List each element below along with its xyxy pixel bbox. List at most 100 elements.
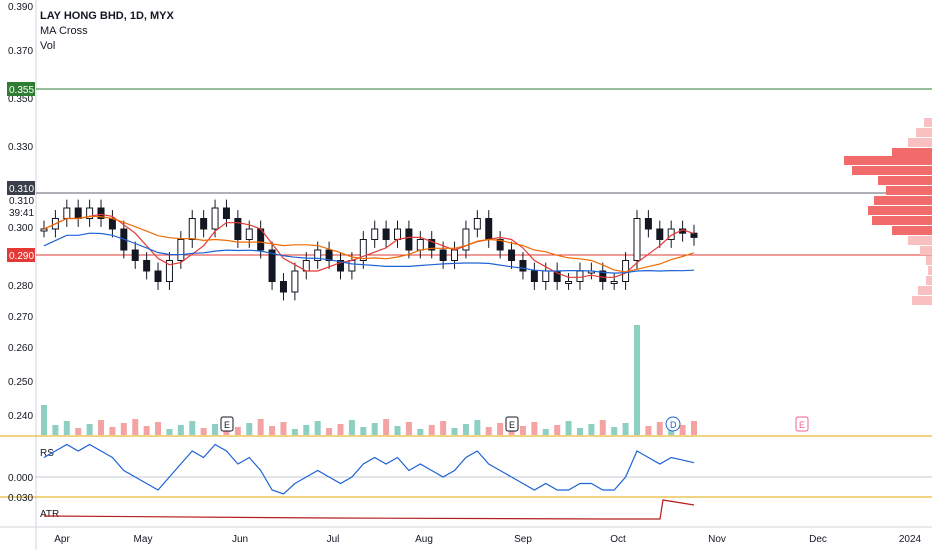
candle-body [154,270,162,282]
volume-bar [599,420,606,435]
volume-bar [633,325,640,435]
volume-bar [519,426,526,435]
event-marker-label: E [509,420,515,430]
time-tick-label: Sep [514,534,532,545]
rs-panel-title: RS [40,448,54,459]
volume-bar [280,422,287,435]
volume-bar [451,428,458,435]
last-price-label-2: 0.310 [9,196,34,207]
candle-body [325,249,333,261]
candle-body [576,270,584,282]
volume-profile-bar [918,286,932,295]
candle-body [394,228,402,240]
volume-bar [360,427,367,435]
indicator-ma-cross[interactable]: MA Cross [40,25,88,37]
price-tick-label: 0.250 [8,377,33,388]
candle-body [245,228,253,240]
volume-bar [52,425,59,435]
support-label-bg [7,248,35,262]
volume-bar [383,419,390,435]
symbol-title: LAY HONG BHD, 1D, MYX [40,10,174,22]
candle-body [63,207,71,219]
candle-body [565,281,573,284]
volume-bar [337,424,344,435]
volume-bar [576,428,583,435]
volume-bar [462,424,469,435]
last-price-label-bg [7,181,35,195]
volume-profile-bar [872,216,932,225]
volume-profile-bar [912,296,932,305]
price-tick-label: 0.300 [8,223,33,234]
volume-bar [394,426,401,435]
volume-bar [269,426,276,435]
dividend-marker [665,416,681,432]
price-tick-label: 0.350 [8,94,33,105]
candle-body [371,228,379,240]
candle-body [188,218,196,240]
candle-body [165,260,173,282]
time-tick-label: Jul [327,534,340,545]
volume-bar [109,427,116,435]
price-tick-label: 0.370 [8,46,33,57]
candle-body [473,218,481,230]
volume-bar [291,429,298,435]
price-tick-label: 0.280 [8,281,33,292]
volume-bar [75,428,82,435]
volume-bar [656,422,663,435]
volume-profile-bar [920,246,932,255]
volume-bar [668,429,675,435]
volume-bar [166,429,173,435]
indicator-vol[interactable]: Vol [40,40,56,52]
volume-profile-bar [844,156,932,165]
volume-bar [200,428,207,435]
candle-body [222,207,230,219]
candle-body [40,228,48,232]
volume-bar [531,422,538,435]
volume-bar [234,427,241,435]
event-marker-label: D [670,420,677,430]
candle-body [405,228,413,251]
candle-body [348,260,356,272]
volume-bar [189,421,196,435]
candle-body [314,249,322,261]
resistance-label: 0.355 [9,85,34,96]
volume-bar [645,426,652,435]
earnings-marker [505,416,519,432]
candle-body [519,260,527,272]
candle-body [656,228,664,240]
time-tick-label: Nov [708,534,726,545]
volume-bar [177,425,184,435]
volume-bar [212,424,219,435]
candle-body [200,218,208,230]
time-tick-label: Jun [232,534,248,545]
volume-bar [440,421,447,435]
ma-slow-line [43,232,695,274]
candle-body [485,218,493,240]
candle-body [359,239,367,261]
volume-bar [326,428,333,435]
candle-body [336,260,344,272]
volume-bar [554,425,561,435]
candle-body [211,207,219,230]
volume-profile-bar [892,148,932,157]
volume-bar [565,421,572,435]
volume-profile-bar [878,176,932,185]
volume-bar [405,422,412,435]
volume-profile-bar [868,206,932,215]
event-marker-label: E [224,420,230,430]
volume-bar [132,419,139,435]
time-tick-label: 2024 [899,534,922,545]
volume-bar [474,420,481,435]
price-tick-label: 0.270 [8,312,33,323]
event-marker-label: E [799,420,805,430]
candle-body [644,218,652,230]
candle-body [74,207,82,219]
candle-body [508,249,516,261]
volume-bar [63,421,70,435]
volume-bar [143,426,150,435]
volume-bar [371,423,378,435]
candle-body [633,218,641,261]
candle-body [530,270,538,282]
